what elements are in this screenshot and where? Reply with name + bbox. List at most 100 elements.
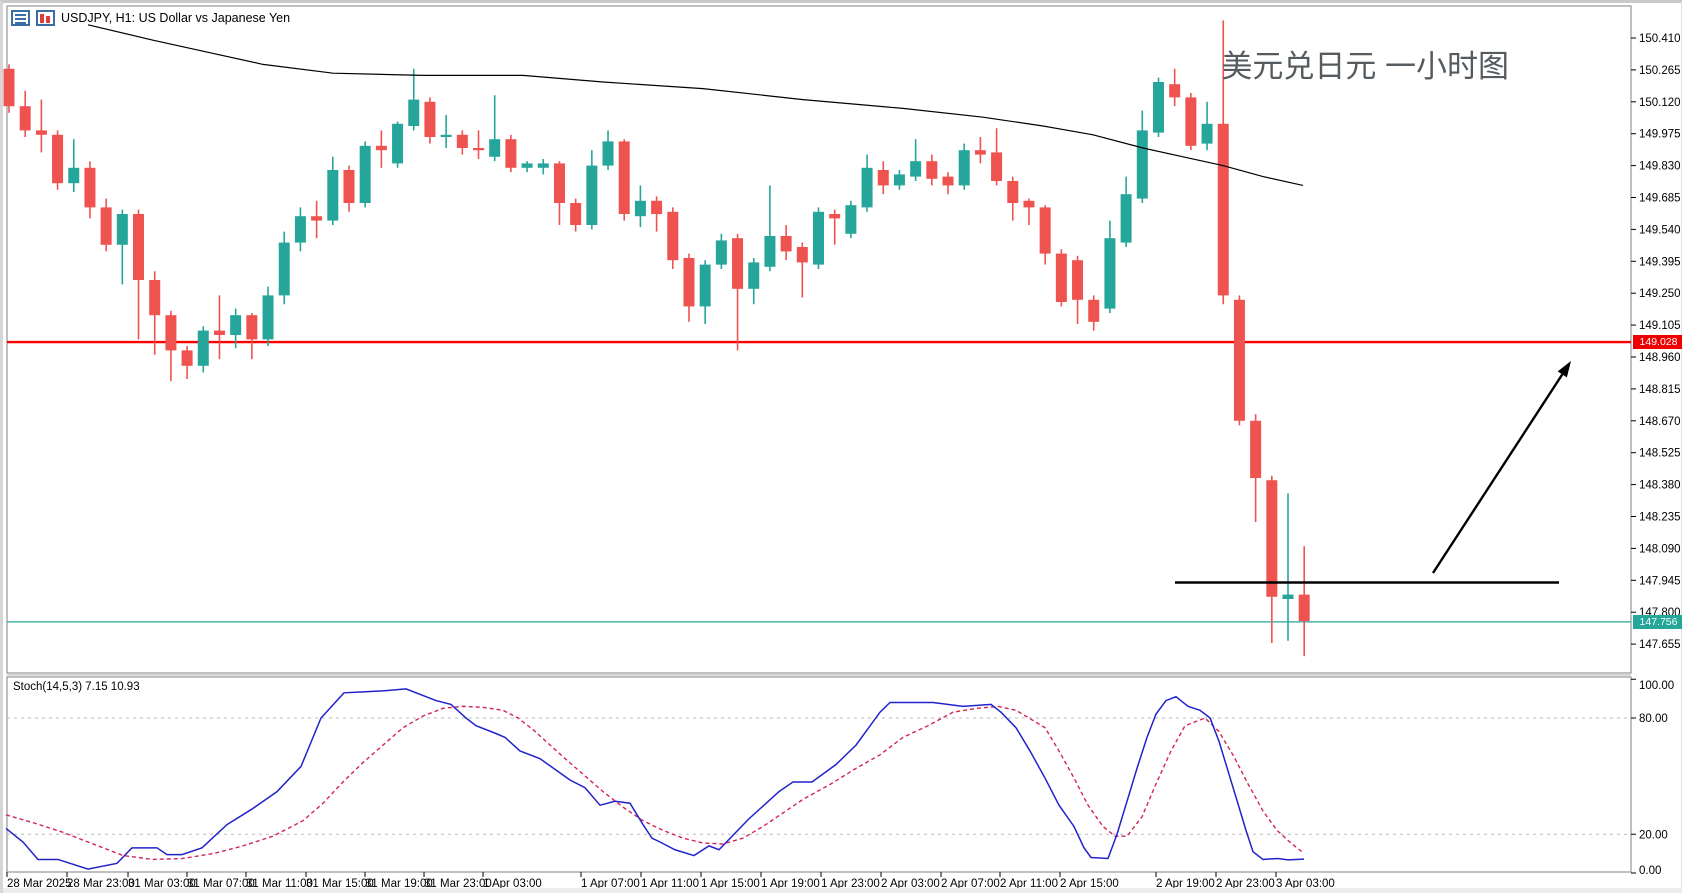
candle-body (877, 170, 889, 186)
candle-body (845, 205, 857, 234)
candle-body (1169, 84, 1181, 98)
time-tick-label: 2 Apr 15:00 (1060, 878, 1119, 890)
candle-body (1233, 299, 1245, 421)
candle-body (359, 145, 371, 203)
chart-titlebar: USDJPY, H1: US Dollar vs Japanese Yen (11, 10, 290, 26)
time-tick-label: 2 Apr 03:00 (881, 878, 940, 890)
time-tick-label: 1 Apr 19:00 (761, 878, 820, 890)
candle-body (602, 141, 614, 166)
price-tick-label: 148.090 (1639, 543, 1681, 555)
price-tick-label: 148.960 (1639, 352, 1681, 364)
time-tick-label: 1 Apr 03:00 (483, 878, 542, 890)
candle-body (149, 280, 161, 316)
candle-body (861, 167, 873, 208)
candle-body (294, 216, 306, 243)
time-tick-label: 28 Mar 23:00 (67, 878, 135, 890)
candle-body (715, 240, 727, 265)
price-tick-label: 147.655 (1639, 639, 1681, 651)
stoch-tick-label: 20.00 (1639, 829, 1668, 841)
candle-body (213, 330, 225, 335)
candle-body (1120, 194, 1132, 243)
price-tick-label: 149.685 (1639, 193, 1681, 205)
stoch-plot-border (6, 676, 1632, 873)
candle-body (732, 238, 744, 289)
candle-body (181, 350, 193, 366)
candle-body (829, 214, 841, 219)
price-tick-label: 150.265 (1639, 65, 1681, 77)
candle-body (1088, 299, 1100, 322)
projection-arrow[interactable] (1431, 361, 1571, 574)
time-tick-label: 31 Mar 23:00 (424, 878, 492, 890)
candle-body (246, 315, 258, 340)
price-tick-label: 148.235 (1639, 512, 1681, 524)
time-tick-label: 31 Mar 07:00 (187, 878, 255, 890)
candle-body (262, 295, 274, 340)
candle-body (521, 163, 533, 168)
candle-body (1023, 200, 1035, 208)
candle-body (1250, 420, 1262, 478)
candle-body (1039, 207, 1051, 254)
candle-body (19, 106, 31, 131)
candle-body (1136, 130, 1148, 199)
candlesticks (3, 20, 1310, 657)
candle-body (440, 134, 452, 137)
candle-body (505, 139, 517, 168)
candle-body (116, 214, 128, 245)
time-tick-label: 2 Apr 23:00 (1216, 878, 1275, 890)
candle-body (1152, 82, 1164, 133)
chart-type-icon (36, 10, 55, 26)
price-tick-label: 148.670 (1639, 416, 1681, 428)
time-tick-label: 2 Apr 11:00 (1000, 878, 1058, 890)
candle-body (424, 101, 436, 137)
candle-body (942, 176, 954, 186)
price-tick-label: 149.395 (1639, 256, 1681, 268)
candle-body (1072, 260, 1084, 300)
moving-average-line (87, 24, 1304, 186)
price-chart-canvas[interactable]: 150.410 150.265 150.120 149.975 149.830 149.6… (3, 3, 1682, 893)
candle-body (278, 242, 290, 296)
candle-body (748, 262, 760, 289)
time-tick-label: 1 Apr 15:00 (701, 878, 760, 890)
time-tick-label: 1 Apr 11:00 (641, 878, 699, 890)
price-tick-label: 150.120 (1639, 97, 1681, 109)
stoch-tick-label: 100.00 (1639, 680, 1674, 692)
stoch-indicator-label: Stoch(14,5,3) 7.15 10.93 (13, 681, 140, 693)
time-tick-label: 31 Mar 03:00 (128, 878, 196, 890)
candle-body (489, 139, 501, 157)
time-tick-label: 1 Apr 23:00 (821, 878, 880, 890)
resistance-price-tag: 149.028 (1633, 335, 1682, 350)
candle-body (1201, 123, 1213, 144)
candle-body (197, 330, 209, 366)
candle-body (392, 123, 404, 164)
candle-body (764, 236, 776, 267)
time-tick-label: 31 Mar 11:00 (246, 878, 313, 890)
chart-title: USDJPY, H1: US Dollar vs Japanese Yen (61, 11, 291, 25)
stoch-d-line (5, 705, 1303, 861)
time-tick-label: 1 Apr 07:00 (581, 878, 640, 890)
candle-body (327, 170, 339, 221)
candle-body (553, 163, 565, 203)
candle-body (408, 99, 420, 126)
time-tick-label: 2 Apr 07:00 (941, 878, 1000, 890)
time-tick-label: 31 Mar 15:00 (306, 878, 374, 890)
candle-body (780, 236, 792, 252)
candle-body (974, 150, 986, 155)
window-bottom-edge (3, 888, 1682, 893)
price-axis: 150.410 150.265 150.120 149.975 149.830 149.6… (1631, 33, 1681, 651)
candle-body (100, 207, 112, 245)
candle-body (570, 203, 582, 225)
stoch-k-line (5, 688, 1305, 870)
candle-body (1217, 123, 1229, 296)
candle-body (311, 216, 323, 221)
price-tick-label: 149.250 (1639, 288, 1681, 300)
candle-body (586, 165, 598, 225)
price-tick-label: 149.540 (1639, 224, 1681, 236)
price-tick-label: 148.525 (1639, 448, 1681, 460)
time-tick-label: 2 Apr 19:00 (1156, 878, 1215, 890)
candle-body (910, 161, 922, 177)
time-tick-label: 31 Mar 19:00 (365, 878, 433, 890)
candle-body (667, 211, 679, 261)
candle-body (991, 152, 1003, 181)
candle-body (958, 150, 970, 186)
